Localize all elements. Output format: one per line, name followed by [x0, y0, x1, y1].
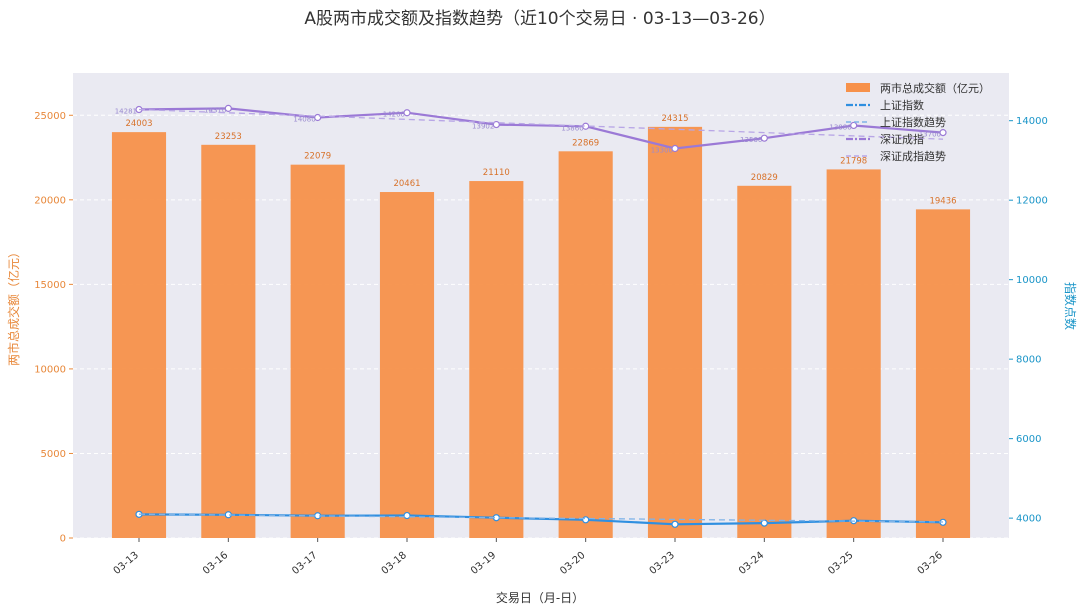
series-point: [403, 109, 411, 117]
bar: [558, 151, 613, 538]
y-axis-label: 两市总成交额（亿元）: [6, 246, 21, 366]
series-point-label: 13860: [561, 124, 583, 132]
x-tick-label: 03-20: [558, 550, 587, 577]
y2-tick-label: 8000: [1016, 355, 1041, 366]
series-point-label: 14080: [293, 116, 315, 124]
series-point: [760, 519, 768, 527]
bar: [915, 209, 971, 538]
series-point-label: 14200: [383, 111, 405, 119]
legend-label: 上证指数: [880, 98, 924, 112]
y-tick-label: 25000: [34, 111, 66, 122]
series-point: [671, 520, 679, 528]
x-tick-label: 03-19: [469, 550, 498, 577]
bar-value-label: 19436: [929, 196, 956, 206]
bar-value-label: 20829: [751, 173, 778, 183]
legend-label: 深证成指趋势: [880, 149, 946, 163]
bar-value-label: 20461: [393, 179, 420, 189]
x-tick-label: 03-25: [826, 550, 855, 577]
series-point: [403, 511, 411, 520]
line-series: 14281 14310 14080 14200 13902 13860 13300 13560…: [115, 104, 947, 528]
x-tick-label: 03-13: [112, 550, 141, 577]
y2-axis-label: 指数点数: [1063, 282, 1078, 330]
x-tick-label: 03-24: [737, 550, 766, 577]
series-point: [850, 121, 858, 130]
series-point-label: 13300: [651, 147, 673, 155]
y-tick-label: 10000: [34, 364, 66, 375]
series-point-label: 13560: [740, 136, 762, 144]
y-tick-label: 15000: [34, 280, 66, 291]
legend-label: 上证指数趋势: [880, 115, 946, 129]
bar-value-label: 24315: [661, 114, 688, 124]
series-point: [760, 134, 768, 142]
bar: [201, 144, 256, 538]
bar: [826, 169, 881, 538]
legend-label: 深证成指: [880, 132, 924, 146]
trend-line: [138, 108, 944, 140]
bar-value-label: 22869: [572, 138, 599, 148]
bar: [647, 126, 703, 538]
x-tick-label: 03-16: [201, 550, 230, 577]
series-point: [224, 104, 232, 112]
series-point-label: 14310: [204, 106, 226, 114]
series-line: [138, 107, 944, 150]
legend-label: 两市总成交额（亿元）: [880, 81, 990, 95]
series-point: [582, 516, 590, 524]
bar: [737, 185, 792, 539]
y-tick-label: 0: [60, 534, 66, 545]
y2-tick-label: 6000: [1016, 434, 1041, 445]
x-tick-label: 03-26: [916, 550, 945, 577]
y2-tick-label: 10000: [1016, 275, 1048, 286]
bar: [290, 164, 345, 538]
series-point: [671, 144, 679, 153]
bar: [469, 181, 524, 539]
series-point: [492, 120, 500, 129]
bar-value-label: 23253: [215, 132, 242, 142]
bar-series: 24003 23253 22079 20461 21110 22869 24315 20829…: [111, 114, 971, 539]
x-tick-label: 03-18: [380, 550, 409, 577]
x-tick-label: 03-17: [290, 550, 319, 577]
bar-value-label: 21110: [483, 168, 510, 178]
series-point-label: 14281: [115, 108, 137, 116]
trend-line: [138, 513, 944, 523]
y-tick-label: 20000: [34, 195, 66, 206]
series-point-label: 13700: [919, 131, 941, 139]
bar: [111, 132, 167, 538]
series-point-label: 13902: [472, 123, 494, 131]
y2-tick-label: 14000: [1016, 116, 1048, 127]
x-tick-label: 03-23: [648, 550, 677, 577]
bar-value-label: 22079: [304, 152, 331, 162]
series-point-label: 13880: [829, 123, 851, 131]
series-point: [939, 129, 947, 137]
bar-value-label: 21798: [840, 156, 867, 166]
legend-swatch: [846, 83, 870, 92]
bar: [379, 192, 435, 539]
bar-value-label: 24003: [125, 119, 152, 129]
chart-title: A股两市成交额及指数趋势（近10个交易日 · 03-13—03-26）: [304, 9, 775, 29]
x-axis-label: 交易日（月-日）: [496, 590, 584, 605]
y2-tick-label: 12000: [1016, 196, 1048, 207]
y2-tick-label: 4000: [1016, 514, 1041, 525]
y-tick-label: 5000: [41, 449, 66, 460]
